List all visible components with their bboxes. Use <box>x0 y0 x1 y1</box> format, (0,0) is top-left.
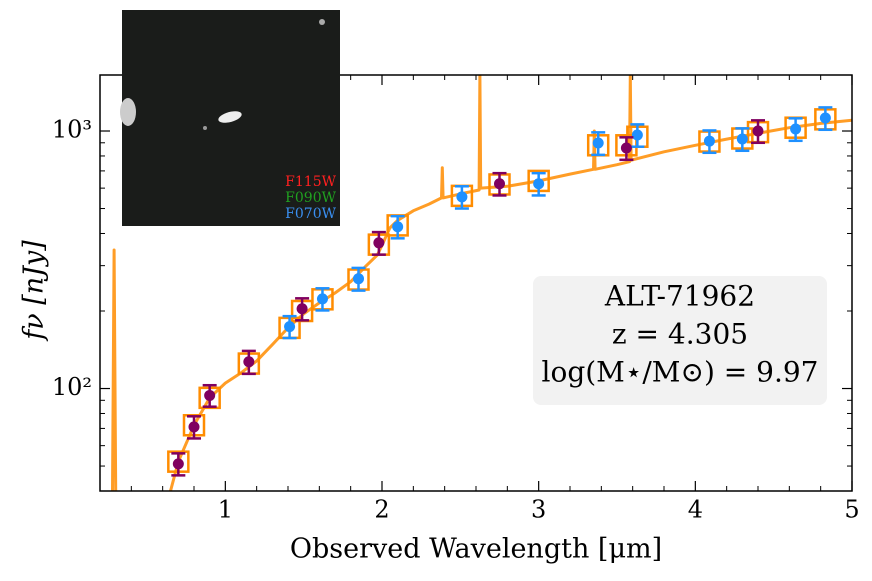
neighbor <box>120 98 136 126</box>
data-point <box>353 273 364 285</box>
x-tick-label: 4 <box>688 496 703 524</box>
data-point <box>736 133 748 145</box>
y-axis-label: fν [nJy] <box>19 240 50 342</box>
data-point <box>592 137 604 149</box>
annotation-line: log(M⋆/M⊙) = 9.97 <box>542 356 819 389</box>
x-tick-label: 2 <box>374 496 389 524</box>
data-point <box>243 356 255 368</box>
x-axis-label: Observed Wavelength [μm] <box>290 534 662 565</box>
inset-image <box>120 10 340 226</box>
data-point <box>204 389 216 401</box>
plot-area <box>111 75 852 491</box>
data-point <box>188 421 200 433</box>
data-point <box>631 129 643 141</box>
data-point <box>392 221 404 233</box>
galaxy <box>218 111 242 123</box>
annotation-line: z = 4.305 <box>612 318 748 351</box>
data-point <box>533 178 545 190</box>
data-point <box>373 237 385 249</box>
data-point <box>790 123 802 135</box>
data-point <box>703 135 715 147</box>
annotation-line: ALT-71962 <box>604 280 755 313</box>
star <box>319 19 325 25</box>
data-point <box>316 293 328 305</box>
data-point <box>620 142 632 154</box>
x-tick-label: 1 <box>218 496 233 524</box>
y-tick-label: 10³ <box>52 116 92 144</box>
data-point <box>494 178 505 190</box>
annotation-box <box>533 276 827 405</box>
x-tick-label: 3 <box>531 496 546 524</box>
filter-label: F090W <box>285 190 336 206</box>
filter-label: F115W <box>285 174 336 190</box>
data-point <box>296 303 308 315</box>
axes: 1 2 3 4 5 10² 10³ <box>52 75 860 524</box>
data-point <box>819 112 831 124</box>
x-tick-label: 5 <box>844 496 859 524</box>
data-point <box>172 458 184 470</box>
y-tick-label: 10² <box>52 373 92 401</box>
data-point <box>284 321 296 333</box>
star <box>203 126 207 130</box>
filter-label: F070W <box>285 206 336 222</box>
annotation: ALT-71962 z = 4.305 log(M⋆/M⊙) = 9.97 <box>542 280 819 389</box>
data-point <box>456 191 468 203</box>
data-point <box>752 125 764 137</box>
